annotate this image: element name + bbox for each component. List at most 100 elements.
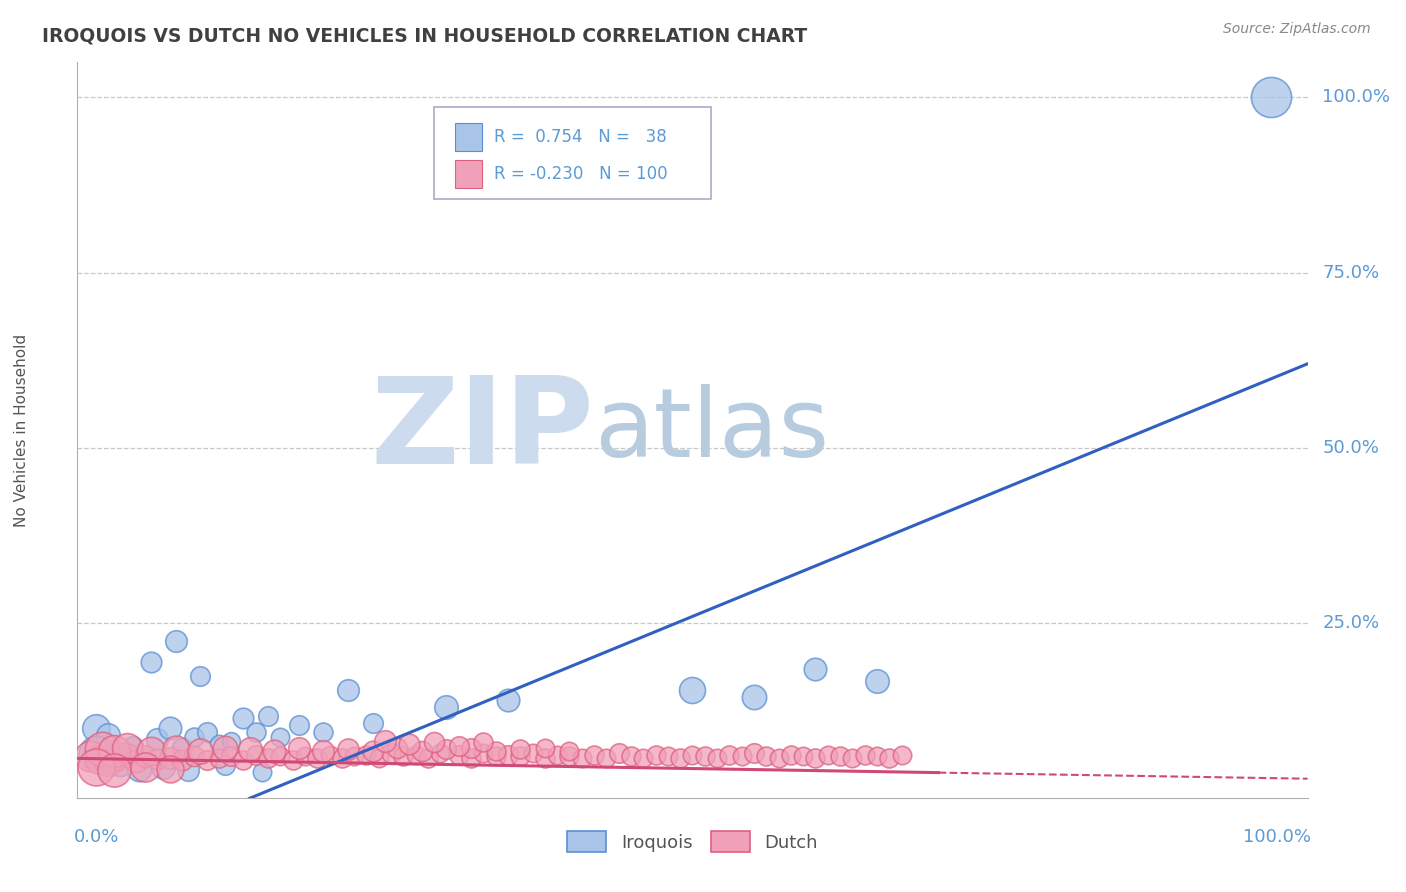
Point [337,742,360,756]
Point [115,747,138,762]
Point [485,749,508,764]
Point [84,760,107,774]
Point [90,742,114,756]
Point [595,750,617,764]
Point [170,754,193,768]
Point [509,749,531,764]
Point [269,730,291,744]
Point [392,749,415,764]
Point [429,746,451,760]
Point [84,721,107,735]
Text: No Vehicles in Household: No Vehicles in Household [14,334,30,527]
Point [134,749,156,764]
Point [214,740,236,755]
Point [188,744,212,758]
Point [245,724,267,739]
Point [411,744,433,758]
Point [682,682,704,697]
Point [288,717,311,731]
Point [239,742,262,756]
Point [318,747,340,762]
Point [330,751,353,765]
Point [97,753,120,767]
Point [534,740,557,755]
Point [496,747,519,762]
Point [380,746,402,760]
Point [103,744,125,758]
Point [170,740,193,755]
Point [571,750,593,764]
Point [879,750,901,764]
Point [208,737,231,751]
Point [134,750,156,764]
Point [146,752,169,766]
Point [103,764,125,778]
Point [337,682,360,697]
Point [804,662,827,676]
Point [558,744,581,758]
FancyBboxPatch shape [434,107,711,199]
Point [768,750,790,764]
Point [195,753,218,767]
Point [183,730,205,744]
Point [742,690,765,704]
Legend: Iroquois, Dutch: Iroquois, Dutch [560,824,825,859]
Point [208,750,231,764]
Point [669,750,692,764]
Point [97,756,120,771]
Point [817,747,839,762]
Point [250,764,273,779]
Text: IROQUOIS VS DUTCH NO VEHICLES IN HOUSEHOLD CORRELATION CHART: IROQUOIS VS DUTCH NO VEHICLES IN HOUSEHO… [42,27,807,45]
Point [115,740,138,755]
Point [1260,90,1282,104]
Text: 0.0%: 0.0% [73,828,120,846]
Point [134,760,156,774]
Point [294,749,316,764]
Point [97,728,120,742]
Point [84,746,107,760]
Point [385,740,409,755]
Point [121,739,143,753]
Point [633,750,655,764]
Point [152,760,174,774]
Point [214,757,236,772]
Point [219,749,242,764]
Text: ZIP: ZIP [370,372,595,489]
Point [141,655,163,669]
Point [177,764,200,778]
Point [472,746,495,760]
Point [269,749,291,764]
Point [312,724,335,739]
Point [361,744,384,758]
Point [496,693,519,707]
Point [159,750,181,764]
Point [460,750,482,764]
Text: Source: ZipAtlas.com: Source: ZipAtlas.com [1223,22,1371,37]
Point [718,747,741,762]
FancyBboxPatch shape [456,160,482,187]
Point [620,749,643,764]
Point [159,762,181,776]
Point [374,734,396,748]
Point [165,633,187,648]
Text: 50.0%: 50.0% [1323,439,1379,457]
Point [141,744,163,758]
Point [866,749,889,764]
Point [188,669,212,683]
Point [830,749,852,764]
Text: 100.0%: 100.0% [1243,828,1312,846]
Point [232,711,254,725]
Point [361,715,384,730]
Point [780,747,803,762]
Text: 25.0%: 25.0% [1323,614,1379,632]
Point [890,747,912,762]
Point [257,708,280,723]
Point [853,747,876,762]
Point [742,746,765,760]
Point [792,749,814,764]
Point [804,750,827,764]
Point [436,700,458,714]
Point [367,750,389,764]
Point [731,749,754,764]
Point [534,750,557,764]
